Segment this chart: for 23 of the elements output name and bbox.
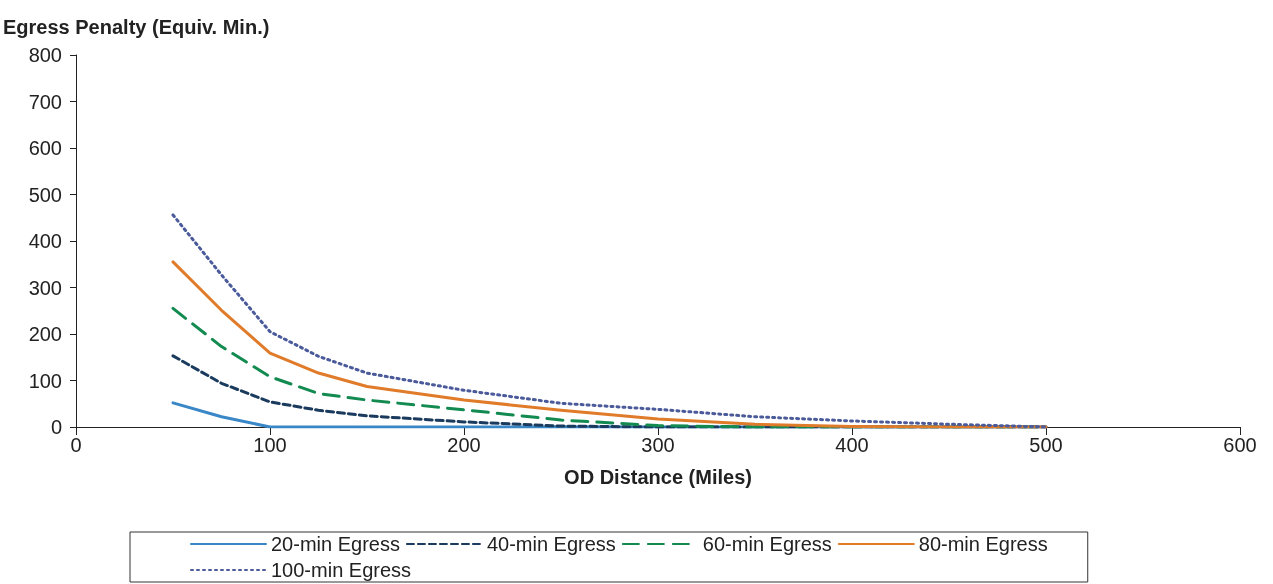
x-tick-label: 400 [835, 434, 869, 456]
y-tick-label: 100 [28, 369, 62, 392]
y-axis-title: Egress Penalty (Equiv. Min.) [3, 16, 270, 38]
x-tick-label: 500 [1029, 434, 1063, 456]
x-tick-label: 300 [641, 434, 675, 456]
legend-label: 100-min Egress [271, 559, 412, 581]
legend-label: 40-min Egress [486, 533, 616, 555]
x-tick-label: 100 [253, 434, 287, 456]
y-tick-label: 500 [28, 183, 62, 206]
x-tick-label: 0 [70, 434, 82, 456]
y-tick-label: 800 [28, 44, 62, 66]
x-tick-label: 200 [447, 434, 481, 456]
y-tick-label: 300 [28, 276, 62, 299]
y-tick-label: 600 [28, 137, 62, 159]
x-axis-title: OD Distance (Miles) [564, 466, 752, 488]
x-tick-label: 600 [1223, 434, 1257, 456]
y-tick-label: 0 [50, 416, 62, 438]
y-tick-label: 400 [28, 230, 62, 252]
y-tick-label: 700 [28, 90, 62, 113]
legend-label: 60-min Egress [702, 533, 832, 555]
y-tick-label: 200 [28, 323, 62, 345]
legend-label: 80-min Egress [918, 533, 1048, 555]
legend-label: 20-min Egress [271, 533, 400, 555]
